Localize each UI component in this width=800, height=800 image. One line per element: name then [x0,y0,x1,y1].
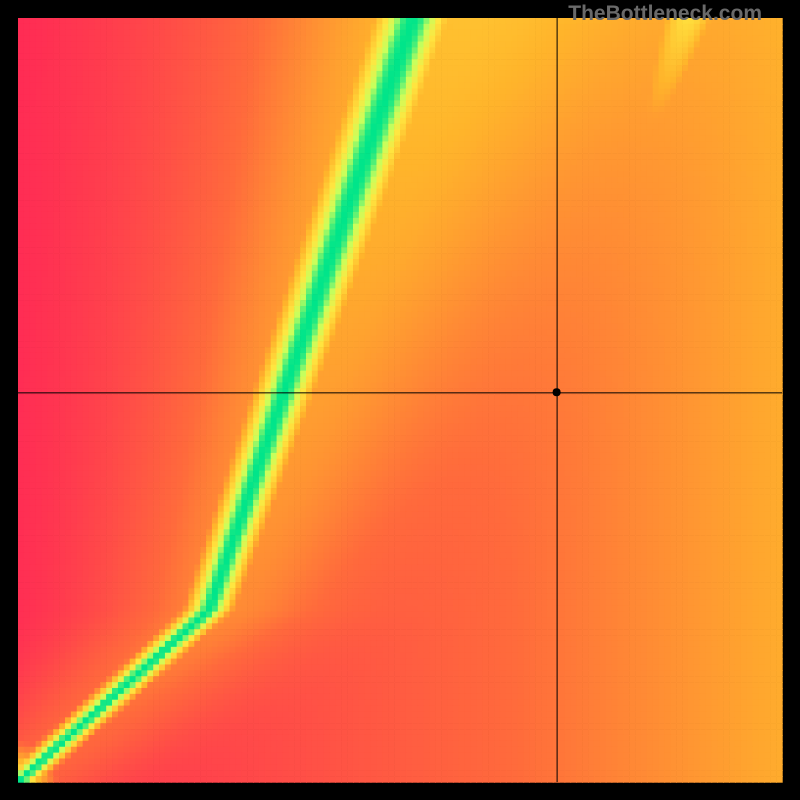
attribution-text: TheBottleneck.com [568,2,762,26]
chart-container: { "attribution": "TheBottleneck.com", "c… [0,0,800,800]
bottleneck-heatmap [0,0,800,800]
